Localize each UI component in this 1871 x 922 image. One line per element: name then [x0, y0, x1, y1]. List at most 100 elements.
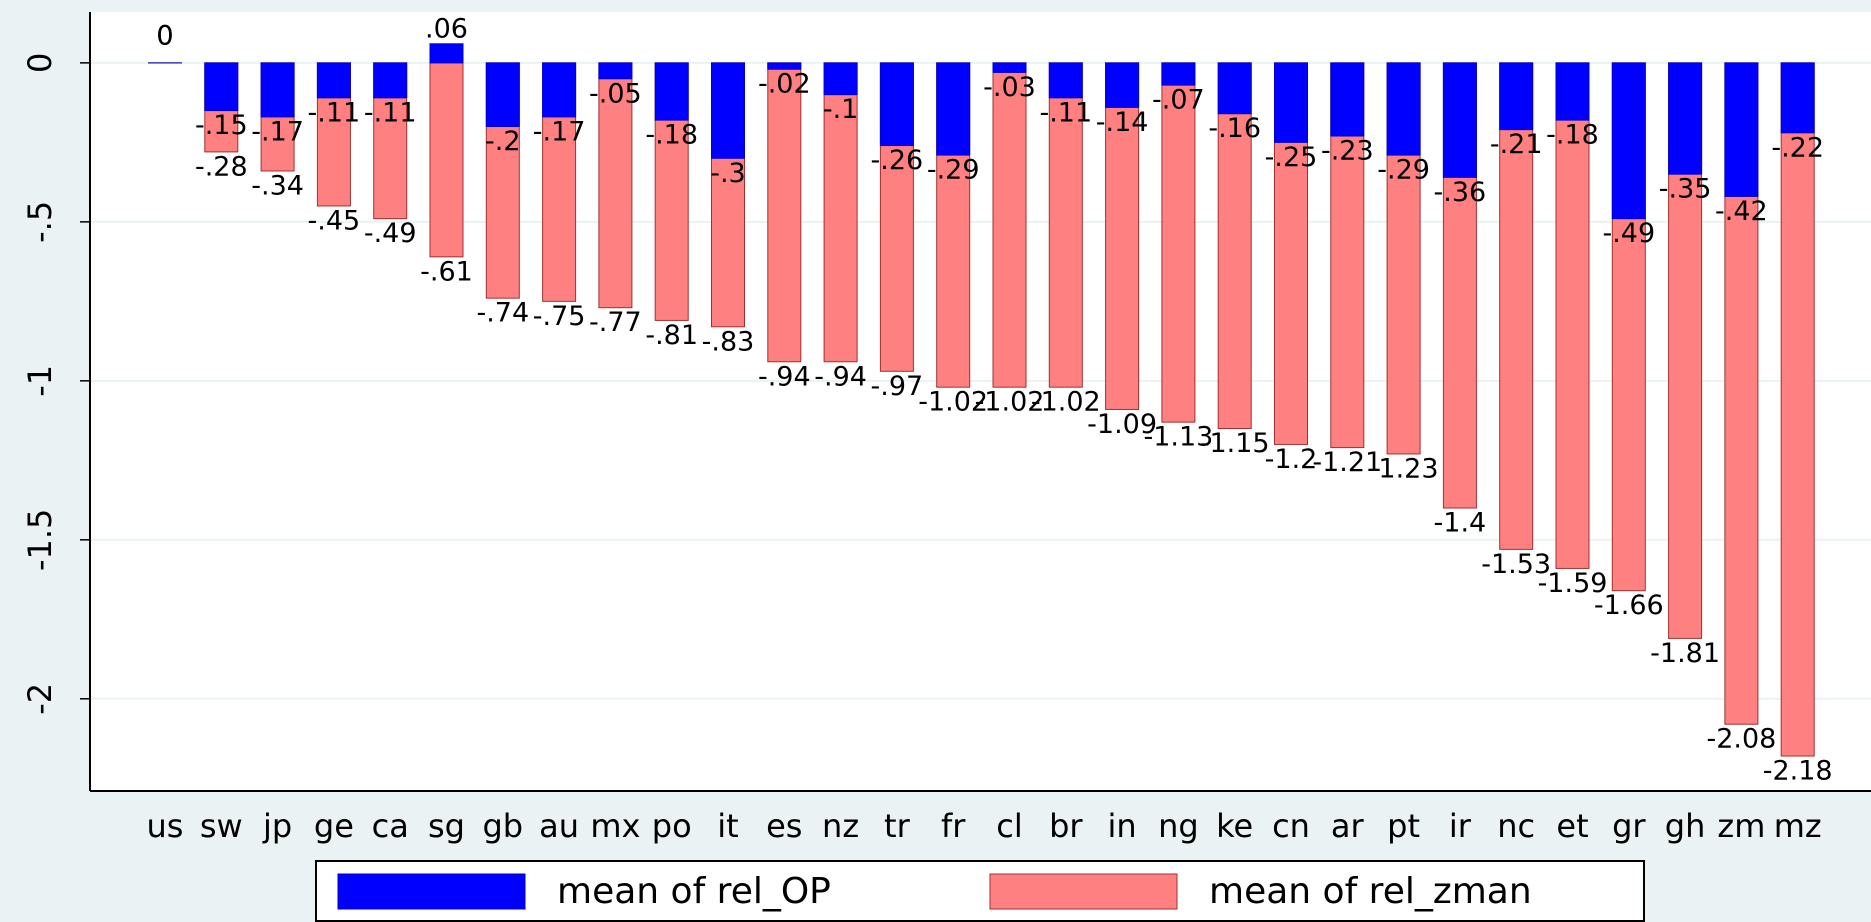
value-label: -.17	[533, 116, 586, 147]
value-label: -.3	[710, 158, 746, 189]
bar	[936, 62, 971, 156]
x-tick-label: ca	[372, 807, 409, 845]
value-label: -.94	[758, 361, 811, 392]
value-label: -.11	[1039, 97, 1092, 128]
value-label: -.15	[195, 110, 248, 141]
bar	[1330, 62, 1365, 137]
bar	[823, 62, 858, 96]
x-tick-label: in	[1108, 807, 1137, 845]
x-tick-label: cl	[996, 807, 1022, 845]
bar	[1499, 62, 1534, 131]
bar	[1048, 62, 1083, 99]
bar	[260, 62, 295, 118]
value-label: -.29	[1377, 155, 1430, 186]
y-tick-label: -1.5	[21, 509, 59, 571]
x-tick-label: it	[717, 807, 738, 845]
value-label: -.07	[1152, 85, 1205, 116]
x-tick-label: mz	[1774, 807, 1822, 845]
value-label: -.22	[1771, 132, 1824, 163]
x-tick-label: sw	[200, 807, 243, 845]
bar	[711, 62, 745, 159]
x-tick-label: cn	[1272, 807, 1310, 845]
x-tick-label: mx	[590, 807, 640, 845]
bar	[1217, 62, 1252, 115]
value-label: -.94	[814, 361, 867, 392]
value-label: -.26	[871, 145, 924, 176]
bar	[1611, 62, 1646, 220]
value-label: -.83	[702, 326, 755, 357]
value-label: -.1	[823, 94, 859, 125]
value-label: -1.02	[975, 387, 1045, 418]
bar	[1780, 62, 1815, 757]
x-tick-label: ar	[1331, 807, 1365, 845]
x-tick-label: es	[766, 807, 802, 845]
value-label: -.35	[1659, 174, 1712, 205]
legend-box	[315, 860, 1645, 922]
x-tick-label: gh	[1665, 807, 1706, 845]
value-label: -.05	[589, 78, 642, 109]
bar	[598, 62, 633, 80]
value-label: -.23	[1321, 136, 1374, 167]
bar	[429, 43, 464, 64]
bar	[1442, 62, 1477, 178]
x-tick-label: fr	[941, 807, 966, 845]
bar	[1386, 62, 1421, 156]
value-label: 0	[156, 20, 173, 51]
value-label: -.18	[645, 120, 698, 151]
legend-swatch	[337, 873, 526, 910]
value-label: -.14	[1096, 107, 1149, 138]
x-tick-label: po	[652, 807, 692, 845]
bar	[204, 62, 239, 112]
value-label: -.77	[589, 307, 642, 338]
bar	[767, 62, 802, 363]
x-tick-label: pt	[1387, 807, 1420, 845]
bar	[598, 62, 633, 309]
bar	[1555, 62, 1590, 569]
value-label: -.49	[364, 218, 417, 249]
value-label: -1.2	[1265, 444, 1318, 475]
value-label: -.49	[1602, 218, 1655, 249]
bar	[992, 62, 1027, 73]
bar	[1048, 62, 1083, 388]
value-label: -.81	[645, 320, 698, 351]
value-label: -.34	[251, 170, 304, 201]
bar	[485, 62, 520, 127]
value-label: -.25	[1265, 142, 1318, 173]
value-label: -1.02	[918, 387, 988, 418]
x-tick-label: ge	[314, 807, 354, 845]
x-tick-label: jp	[262, 807, 292, 845]
x-tick-label: ke	[1216, 807, 1253, 845]
x-tick-label: nc	[1497, 807, 1535, 845]
value-label: -.97	[871, 371, 924, 402]
value-label: -.17	[251, 116, 304, 147]
x-tick-label: et	[1556, 807, 1588, 845]
value-label: -.2	[485, 126, 521, 157]
value-label: -1.21	[1312, 447, 1382, 478]
value-label: -.74	[476, 298, 529, 329]
value-label: -.16	[1208, 113, 1261, 144]
legend-swatch	[989, 873, 1178, 910]
x-tick-label: ir	[1449, 807, 1472, 845]
x-tick-label: zm	[1717, 807, 1765, 845]
legend-label: mean of rel_zman	[1209, 871, 1532, 912]
value-label: -.45	[308, 205, 361, 236]
bar	[1780, 62, 1815, 134]
value-label: -.29	[927, 155, 980, 186]
x-tick-label: au	[539, 807, 579, 845]
bar	[542, 62, 577, 118]
x-tick-label: gr	[1612, 807, 1646, 845]
value-label: -.36	[1434, 177, 1487, 208]
value-label: -1.66	[1594, 590, 1664, 621]
bar	[373, 62, 408, 99]
bar	[1161, 62, 1196, 423]
value-label: 0	[156, 20, 173, 51]
value-label: -.21	[1490, 129, 1543, 160]
y-tick-label: -.5	[21, 201, 59, 243]
value-label: -1.23	[1369, 453, 1439, 484]
bar	[1105, 62, 1140, 410]
value-label: -.03	[983, 72, 1036, 103]
value-label: -1.59	[1538, 568, 1608, 599]
bar	[1274, 62, 1308, 143]
bar	[1161, 62, 1196, 86]
